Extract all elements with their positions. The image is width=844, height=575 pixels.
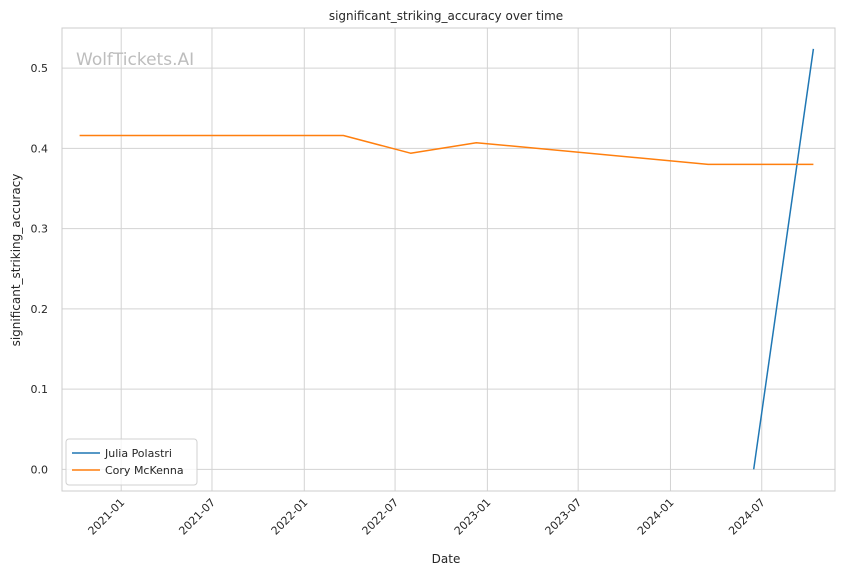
grid [62, 28, 835, 491]
y-tick-label: 0.5 [31, 62, 49, 75]
x-tick-label: 2022-07 [360, 496, 402, 538]
plot-area [61, 27, 836, 492]
y-tick-label: 0.1 [31, 383, 49, 396]
watermark: WolfTickets.AI [76, 50, 194, 70]
x-tick-label: 2024-07 [726, 496, 768, 538]
legend-label: Cory McKenna [105, 464, 184, 477]
legend-label: Julia Polastri [104, 447, 172, 460]
x-tick-label: 2021-07 [176, 496, 218, 538]
y-axis-label: significant_striking_accuracy [9, 174, 23, 347]
x-tick-label: 2023-01 [452, 496, 494, 538]
y-tick-label: 0.3 [31, 223, 49, 236]
y-tick-label: 0.2 [31, 303, 49, 316]
series-layer [79, 48, 815, 470]
x-axis-label: Date [432, 552, 461, 566]
legend-box [65, 438, 198, 486]
x-tick-label: 2024-01 [635, 496, 677, 538]
x-tick-label: 2021-01 [86, 496, 128, 538]
y-tick-label: 0.0 [31, 463, 49, 476]
chart-title: significant_striking_accuracy over time [329, 9, 563, 23]
series-line-cory-mckenna [79, 134, 814, 166]
series-line-julia-polastri [752, 48, 815, 470]
y-axis-ticks: 0.0 0.1 0.2 0.3 0.4 0.5 [31, 62, 49, 476]
x-axis-ticks: 2021-01 2021-07 2022-01 2022-07 2023-01 2023-… [86, 496, 768, 538]
x-tick-label: 2023-07 [543, 496, 585, 538]
y-tick-label: 0.4 [31, 142, 49, 155]
legend: Julia Polastri Cory McKenna [65, 438, 198, 486]
x-tick-label: 2022-01 [269, 496, 311, 538]
